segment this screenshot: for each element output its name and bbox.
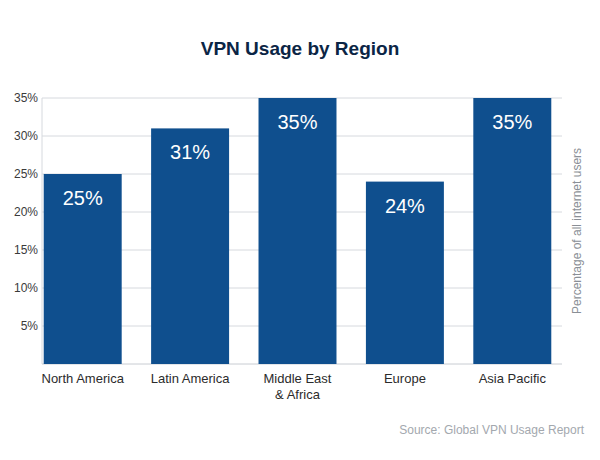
- x-tick-label-line: Europe: [384, 371, 426, 386]
- x-tick-label-line: Middle East: [264, 371, 332, 386]
- data-label: 35%: [277, 111, 317, 133]
- data-label: 31%: [170, 141, 210, 163]
- bar: [259, 98, 337, 364]
- data-label: 35%: [492, 111, 532, 133]
- x-tick-label: Europe: [384, 371, 426, 386]
- x-tick-label: North America: [42, 371, 125, 386]
- data-label: 25%: [63, 187, 103, 209]
- y-tick-label: 5%: [21, 319, 39, 333]
- bar: [151, 128, 229, 364]
- chart: VPN Usage by Region5%10%15%20%25%30%35%2…: [0, 0, 600, 460]
- bars: [44, 98, 552, 364]
- y-tick-label: 25%: [14, 167, 38, 181]
- x-tick-label-line: Asia Pacific: [479, 371, 547, 386]
- x-tick-label-line: North America: [42, 371, 125, 386]
- chart-title: VPN Usage by Region: [201, 38, 400, 59]
- bar: [44, 174, 122, 364]
- bar: [473, 98, 551, 364]
- y-axis-label: Percentage of all internet users: [570, 148, 584, 314]
- y-tick-label: 20%: [14, 205, 38, 219]
- data-labels: 25% 31% 35% 24% 35%: [63, 111, 533, 217]
- y-tick-label: 10%: [14, 281, 38, 295]
- y-tick-label: 35%: [14, 91, 38, 105]
- y-tick-label: 30%: [14, 129, 38, 143]
- x-tick-label-line: & Africa: [275, 387, 321, 402]
- x-tick-label: Middle East& Africa: [264, 371, 332, 402]
- x-tick-label-line: Latin America: [151, 371, 231, 386]
- x-tick-label: Asia Pacific: [479, 371, 547, 386]
- data-label: 24%: [385, 195, 425, 217]
- bar: [366, 182, 444, 364]
- source-note: Source: Global VPN Usage Report: [399, 423, 584, 437]
- y-tick-label: 15%: [14, 243, 38, 257]
- y-axis-line: [42, 98, 43, 364]
- x-tick-label: Latin America: [151, 371, 231, 386]
